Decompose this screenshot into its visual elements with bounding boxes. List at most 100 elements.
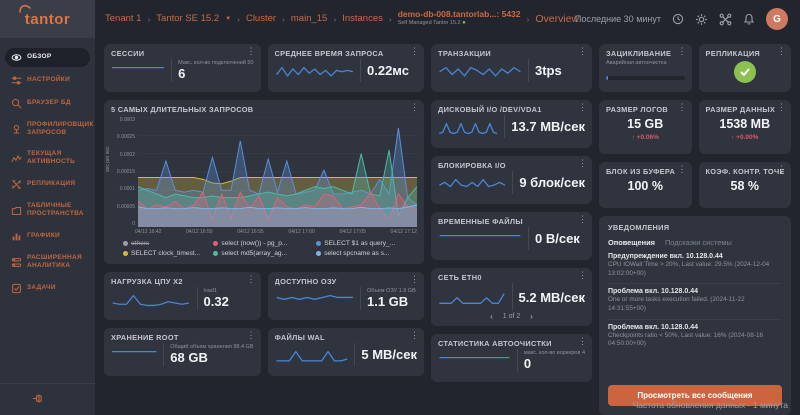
bell-icon[interactable] [743,13,755,25]
kebab-menu-icon[interactable]: ⋮ [578,158,587,168]
card-value: 5 MB/сек [361,347,417,362]
kebab-menu-icon[interactable]: ⋮ [677,46,687,56]
pager-prev-icon[interactable]: ‹ [490,312,493,321]
card-root-storage: ХРАНЕНИЕ ROOT ⋮ Общий объем хранения 98.… [104,328,261,376]
kebab-menu-icon[interactable]: ⋮ [777,164,786,174]
sidebar-item-9[interactable]: ЗАДАЧИ [5,279,90,298]
storage-sparkline [111,345,157,365]
legend-label: select spcname as s... [324,250,390,257]
sidebar-item-0[interactable]: ОБЗОР [5,48,90,67]
kebab-menu-icon[interactable]: ⋮ [578,336,587,346]
breadcrumb-overview[interactable]: Overview [535,12,580,25]
header-controls: Последние 30 минут G [575,8,788,30]
instance-name: demo-db-008.tantorlab...: 5432 [397,9,521,20]
kebab-menu-icon[interactable]: ⋮ [578,214,587,224]
kebab-menu-icon[interactable]: ⋮ [777,46,786,56]
card-sublabel: Аварийная автоочистка [606,60,667,66]
gear-icon[interactable] [695,13,708,26]
sidebar-item-1[interactable]: НАСТРОЙКИ [5,71,90,90]
sidebar-item-6[interactable]: ТАБЛИЧНЫЕ ПРОСТРАНСТВА [5,198,90,223]
temp-files-sparkline [438,229,522,249]
chevron-down-icon[interactable]: ▼ [225,15,232,22]
breadcrumb-instances[interactable]: Instances [342,13,383,25]
sidebar-item-label: БРАУЗЕР БД [27,99,71,107]
logo-ear-icon [19,4,31,13]
clock-icon[interactable] [672,13,684,25]
breadcrumb-cluster[interactable]: Cluster [245,13,277,25]
legend-item-2[interactable]: SELECT $1 as query_... [316,240,415,247]
pager-next-icon[interactable]: › [530,312,533,321]
card-value: 100 % [627,179,663,193]
alert-item-1[interactable]: Проблема вкл. 10.128.0.44 One or more tas… [608,284,782,320]
view-all-messages-button[interactable]: Просмотреть все сообщения [608,385,782,406]
card-network-eth0: СЕТЬ ETH0 ⋮ 5.2 MB/сек ‹ 1 of 2 › [431,268,592,326]
sidebar-item-7[interactable]: ГРАФИКИ [5,227,90,246]
kebab-menu-icon[interactable]: ⋮ [578,270,587,280]
tantor-logo[interactable]: tantor [0,0,95,38]
kebab-menu-icon[interactable]: ⋮ [246,46,256,56]
notifications-tabs: Оповещения Подсказки системы [608,238,782,247]
card-title: СЕССИИ [111,49,145,58]
tab-system-hints[interactable]: Подсказки системы [664,238,732,247]
tasks-icon [11,283,22,294]
alert-title: Проблема вкл. 10.128.0.44 [608,288,699,296]
kebab-menu-icon[interactable]: ⋮ [677,164,687,174]
time-range-selector[interactable]: Последние 30 минут [574,14,661,24]
kebab-menu-icon[interactable]: ⋮ [246,330,256,340]
refresh-rate-note: Частота обновления данных - 1 минута [632,400,788,410]
kebab-menu-icon[interactable]: ⋮ [246,274,256,284]
alert-body: CPU IOWait Time > 20%, Last value: 29.5%… [608,261,770,277]
sliders-icon [11,75,22,86]
sidebar-item-5[interactable]: РЕПЛИКАЦИЯ [5,175,90,194]
legend-item-4[interactable]: select md5(array_ag... [213,250,312,257]
legend-item-3[interactable]: SELECT clock_timest... [123,250,209,257]
breadcrumb-instance[interactable]: demo-db-008.tantorlab...: 5432 Self Mana… [398,10,521,27]
legend-item-1[interactable]: select (now()) - pg_p... [213,240,312,247]
divider [163,343,165,366]
replication-ok-check-icon [733,61,756,83]
breadcrumb-product[interactable]: Tantor SE 15.2 [156,13,220,25]
alert-item-2[interactable]: Проблема вкл. 10.128.0.44 Checkpoints rat… [608,320,782,354]
breadcrumb-separator: › [388,13,392,24]
tab-alerts[interactable]: Оповещения [608,238,655,247]
divider [528,59,529,82]
kebab-menu-icon[interactable]: ⋮ [677,102,687,112]
sidebar-item-4[interactable]: ТЕКУЩАЯ АКТИВНОСТЬ [5,146,90,171]
kebab-menu-icon[interactable]: ⋮ [410,330,419,340]
card-top-queries-chart: 5 САМЫХ ДЛИТЕЛЬНЫХ ЗАПРОСОВ ⋮ sec per se… [104,100,424,264]
legend-item-0[interactable]: others [123,240,209,247]
sidebar-item-3[interactable]: ПРОФИЛИРОВЩИК ЗАПРОСОВ [5,117,93,142]
legend-item-5[interactable]: select spcname as s... [316,250,415,257]
x-tick-label: 04/12 16:42 [135,229,162,235]
kebab-menu-icon[interactable]: ⋮ [410,274,419,284]
card-checkpoint-ratio: КОЭФ. КОНТР. ТОЧЕК ⋮ 58 % [698,162,791,208]
dashboard-grid: СЕССИИ ⋮ Макс. кол-во подключений 50 6 СР… [95,38,800,415]
pin-sidebar-icon[interactable] [32,393,95,404]
card-available-ram: ДОСТУПНО ОЗУ ⋮ Объем ОЗУ 1.9 GB 1.1 GB [267,272,424,320]
tablespace-icon [11,205,22,216]
legend-label: others [131,240,150,247]
kebab-menu-icon[interactable]: ⋮ [578,46,587,56]
charts-icon [11,231,22,242]
legend-label: select md5(array_ag... [221,250,288,257]
breadcrumb-tenant[interactable]: Tenant 1 [105,13,142,25]
chart-legend: others select (now()) - pg_p... SELECT $1 … [111,237,417,259]
avatar[interactable]: G [766,8,788,30]
breadcrumb-cluster-name[interactable]: main_15 [290,13,328,25]
top-header: Tenant 1 › Tantor SE 15.2 ▼ › Cluster › main… [95,0,800,38]
alert-item-0[interactable]: Предупреждение вкл. 10.128.0.44 CPU IOWai… [608,249,782,285]
sidebar-item-8[interactable]: РАСШИРЕННАЯ АНАЛИТИКА [5,250,90,275]
kebab-menu-icon[interactable]: ⋮ [578,102,587,112]
cluster-nodes-icon[interactable] [719,13,732,26]
sidebar: tantor ОБЗОР НАСТРОЙКИ БРАУЗЕР БД ПРОФИЛИРО… [0,0,95,415]
breadcrumb-separator: › [282,13,285,24]
kebab-menu-icon[interactable]: ⋮ [410,46,419,56]
x-tick-label: 04/12 16:50 [186,229,213,235]
x-tick-label: 04/12 17:12 [390,229,417,235]
legend-dot [123,241,128,246]
card-title: ФАЙЛЫ WAL [274,333,325,342]
kebab-menu-icon[interactable]: ⋮ [410,102,419,112]
sidebar-item-2[interactable]: БРАУЗЕР БД [5,94,90,113]
kebab-menu-icon[interactable]: ⋮ [777,102,786,112]
card-disk-io: ДИСКОВЫЙ I/O /DEV/VDA1 ⋮ 13.7 MB/сек [431,100,592,148]
